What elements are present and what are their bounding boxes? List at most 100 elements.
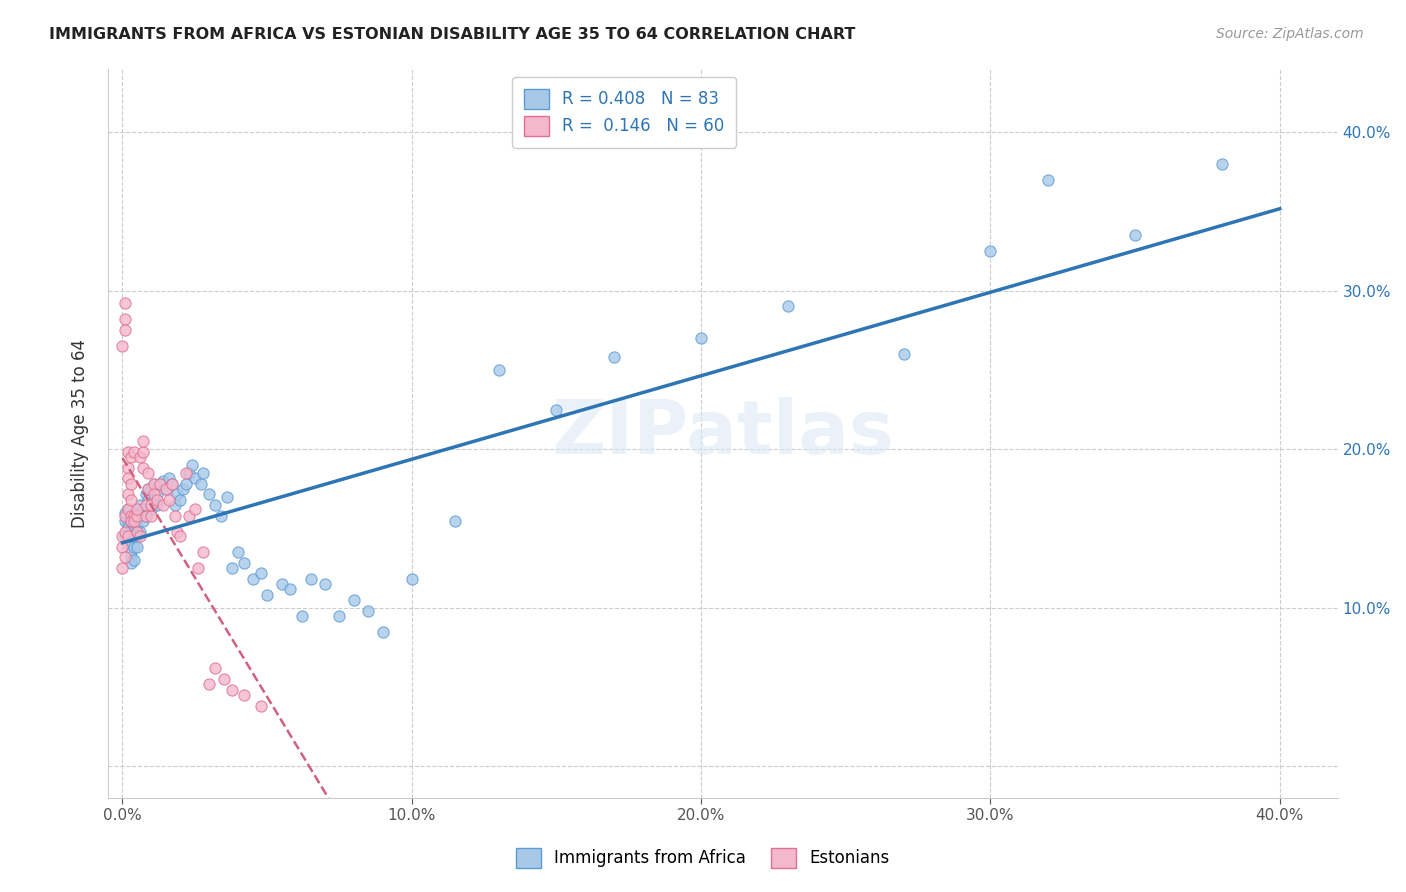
Point — [250, 566, 273, 580]
Point — [155, 482, 177, 496]
Point — [146, 492, 169, 507]
Point — [163, 498, 186, 512]
Point — [204, 661, 226, 675]
Point — [163, 508, 186, 523]
Point — [114, 506, 136, 520]
Point — [111, 339, 134, 353]
Point — [117, 471, 139, 485]
Point — [603, 350, 626, 364]
Point — [160, 477, 183, 491]
Point — [120, 549, 142, 564]
Point — [138, 482, 160, 496]
Point — [122, 445, 145, 459]
Point — [111, 529, 134, 543]
Legend: R = 0.408   N = 83, R =  0.146   N = 60: R = 0.408 N = 83, R = 0.146 N = 60 — [512, 77, 737, 147]
Point — [125, 524, 148, 539]
Point — [128, 508, 150, 523]
Point — [120, 492, 142, 507]
Point — [120, 524, 142, 539]
Point — [128, 450, 150, 464]
Point — [177, 466, 200, 480]
Point — [198, 677, 221, 691]
Point — [270, 577, 292, 591]
Point — [125, 508, 148, 523]
Point — [117, 502, 139, 516]
Point — [117, 514, 139, 528]
Point — [132, 461, 155, 475]
Point — [111, 561, 134, 575]
Point — [122, 553, 145, 567]
Point — [120, 450, 142, 464]
Text: ZIPatlas: ZIPatlas — [551, 397, 894, 470]
Point — [122, 518, 145, 533]
Point — [180, 458, 202, 472]
Point — [314, 577, 336, 591]
Point — [371, 624, 394, 639]
Point — [141, 508, 163, 523]
Point — [114, 549, 136, 564]
Point — [138, 482, 160, 496]
Point — [138, 492, 160, 507]
Point — [256, 588, 278, 602]
Text: Source: ZipAtlas.com: Source: ZipAtlas.com — [1216, 27, 1364, 41]
Point — [114, 312, 136, 326]
Point — [198, 486, 221, 500]
Point — [125, 502, 148, 516]
Point — [328, 608, 350, 623]
Point — [250, 699, 273, 714]
Point — [299, 572, 322, 586]
Point — [114, 514, 136, 528]
Point — [143, 486, 166, 500]
Point — [135, 498, 157, 512]
Point — [141, 498, 163, 512]
Point — [169, 529, 191, 543]
Point — [172, 482, 194, 496]
Point — [193, 545, 215, 559]
Point — [117, 486, 139, 500]
Point — [114, 323, 136, 337]
Point — [114, 508, 136, 523]
Point — [357, 604, 380, 618]
Point — [125, 529, 148, 543]
Point — [291, 608, 314, 623]
Point — [184, 471, 207, 485]
Point — [122, 541, 145, 555]
Point — [893, 347, 915, 361]
Point — [174, 477, 197, 491]
Point — [117, 529, 139, 543]
Point — [204, 498, 226, 512]
Point — [117, 502, 139, 516]
Point — [114, 296, 136, 310]
Point — [233, 688, 256, 702]
Legend: Immigrants from Africa, Estonians: Immigrants from Africa, Estonians — [509, 841, 897, 875]
Point — [120, 537, 142, 551]
Point — [157, 492, 180, 507]
Point — [215, 490, 238, 504]
Text: IMMIGRANTS FROM AFRICA VS ESTONIAN DISABILITY AGE 35 TO 64 CORRELATION CHART: IMMIGRANTS FROM AFRICA VS ESTONIAN DISAB… — [49, 27, 856, 42]
Point — [187, 561, 209, 575]
Point — [143, 492, 166, 507]
Point — [221, 561, 243, 575]
Point — [117, 524, 139, 539]
Point — [114, 524, 136, 539]
Point — [135, 508, 157, 523]
Point — [146, 498, 169, 512]
Point — [122, 514, 145, 528]
Point — [157, 471, 180, 485]
Point — [278, 582, 301, 596]
Point — [125, 506, 148, 520]
Point — [166, 486, 188, 500]
Point — [343, 592, 366, 607]
Point — [117, 461, 139, 475]
Y-axis label: Disability Age 35 to 64: Disability Age 35 to 64 — [72, 339, 89, 528]
Point — [120, 545, 142, 559]
Point — [128, 529, 150, 543]
Point — [135, 486, 157, 500]
Point — [152, 498, 174, 512]
Point — [690, 331, 713, 345]
Point — [166, 524, 188, 539]
Point — [233, 557, 256, 571]
Point — [120, 514, 142, 528]
Point — [226, 545, 249, 559]
Point — [546, 402, 568, 417]
